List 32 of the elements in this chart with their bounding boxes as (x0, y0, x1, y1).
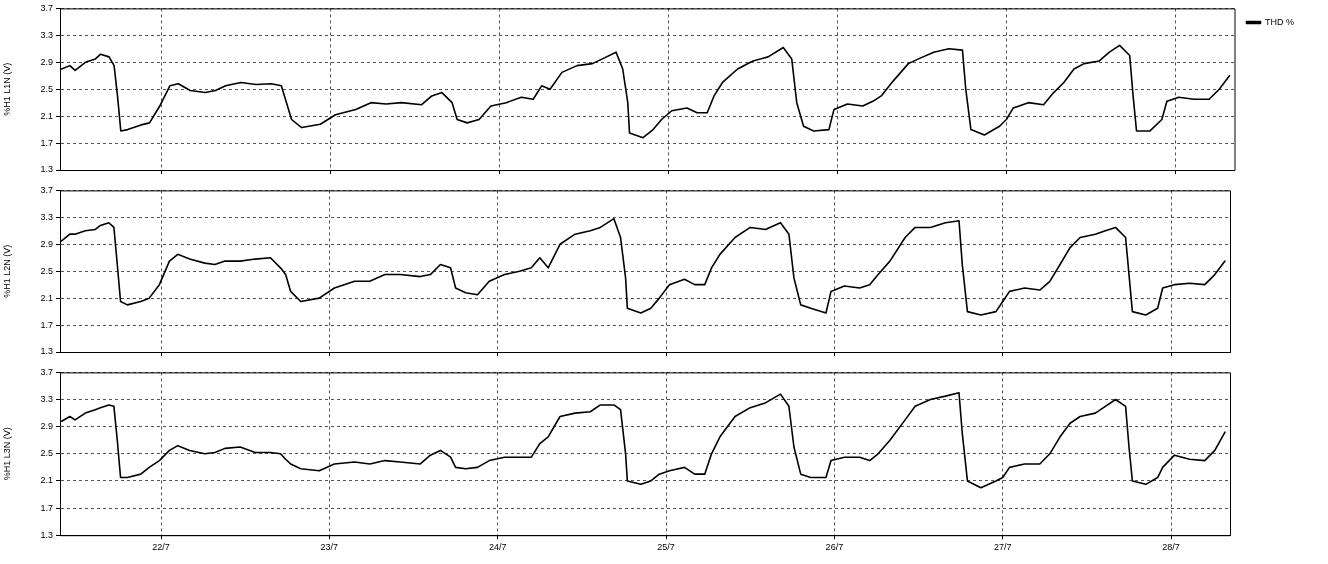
y-tick-label: 3.7 (40, 184, 53, 195)
y-tick-label: 2.5 (40, 83, 53, 94)
x-tick-label: 25/7 (657, 542, 675, 553)
x-tick-label: 22/7 (152, 542, 170, 553)
y-tick-label: 3.7 (40, 366, 53, 377)
x-tick-label: 28/7 (1162, 542, 1180, 553)
y-tick-label: 2.5 (40, 265, 53, 276)
legend-label: THD % (1265, 16, 1294, 27)
y-tick-label: 1.3 (40, 346, 53, 357)
y-tick-label: 2.1 (40, 110, 53, 121)
x-tick-label: 27/7 (993, 542, 1012, 553)
x-tick-label: 23/7 (320, 542, 339, 553)
y-tick-label: 1.7 (40, 502, 53, 513)
y-axis-title: %H1 L1N (V) (1, 62, 12, 116)
x-tick-label: 26/7 (825, 542, 844, 553)
y-axis-title: %H1 L3N (V) (1, 427, 12, 481)
y-tick-label: 3.3 (40, 394, 53, 405)
y-tick-label: 1.7 (40, 137, 53, 148)
y-tick-label: 3.7 (40, 2, 53, 13)
y-tick-label: 1.3 (40, 529, 53, 540)
y-tick-label: 2.9 (40, 56, 53, 67)
y-tick-label: 2.9 (40, 238, 53, 249)
y-tick-label: 2.1 (40, 292, 53, 303)
y-tick-label: 3.3 (40, 211, 53, 222)
y-tick-label: 1.3 (40, 164, 53, 175)
y-tick-label: 2.5 (40, 448, 53, 459)
y-tick-label: 1.7 (40, 319, 53, 330)
y-tick-label: 3.3 (40, 29, 53, 40)
y-axis-title: %H1 L2N (V) (1, 244, 12, 298)
x-tick-label: 24/7 (488, 542, 507, 553)
y-tick-label: 2.1 (40, 475, 53, 486)
y-tick-label: 2.9 (40, 421, 53, 432)
